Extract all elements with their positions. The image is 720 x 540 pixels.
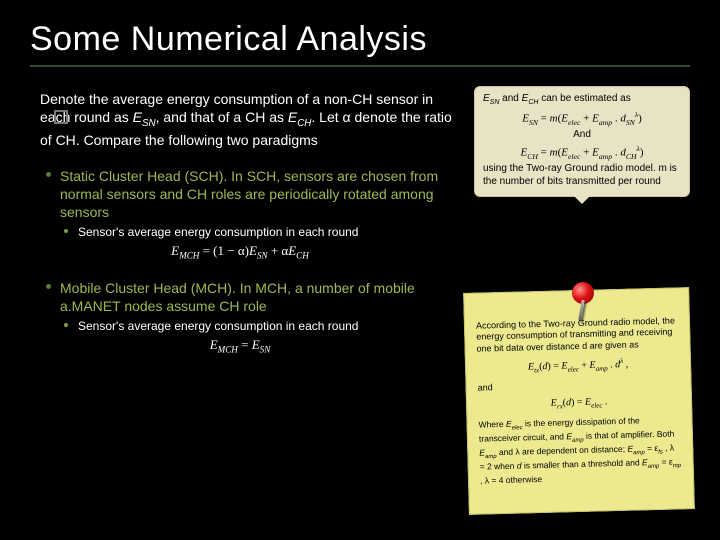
pushpin-icon <box>572 282 594 304</box>
bubble-line1: ESN and ECH can be estimated as <box>483 93 681 108</box>
body-content: Denote the average energy consumption of… <box>40 90 460 360</box>
bubble-formula-2: ECH = m(Eelec + Eamp . dCHλ) <box>483 144 681 161</box>
intro-paragraph: Denote the average energy consumption of… <box>40 90 460 149</box>
bubble-and-small: and <box>499 93 521 104</box>
sch-formula: EMCH = (1 − α)ESN + αECH <box>60 243 460 261</box>
sch-block: Static Cluster Head (SCH). In SCH, senso… <box>40 167 460 261</box>
slide: Some Numerical Analysis Denote the avera… <box>0 0 720 540</box>
page-title: Some Numerical Analysis <box>30 20 690 59</box>
intro-line-a: Denote the average energy consumption of… <box>40 91 320 107</box>
bullet-icon <box>46 172 51 177</box>
mch-sub: Sensor's average energy consumption in e… <box>60 319 460 335</box>
mch-heading: Mobile Cluster Head (MCH). In MCH, a num… <box>60 279 460 315</box>
note-p1: According to the Two-ray Ground radio mo… <box>476 315 679 354</box>
intro-line-c: , and that of a CH as <box>156 109 288 125</box>
sub-bullet-icon <box>64 323 68 327</box>
note-formula-1: Etx(d) = Eelec + Eamp . dλ , <box>477 355 679 376</box>
title-divider: Some Numerical Analysis <box>30 20 690 67</box>
note-formula-2: Erx(d) = Eelec . <box>478 394 680 413</box>
sticky-note: According to the Two-ray Ground radio mo… <box>463 287 695 515</box>
esn-sub: SN <box>142 118 156 129</box>
square-bullet-icon <box>54 110 68 124</box>
bullet-icon <box>46 284 51 289</box>
bubble-footer: using the Two-ray Ground radio model. m … <box>483 163 681 188</box>
mch-formula: EMCH = ESN <box>60 337 460 355</box>
mch-block: Mobile Cluster Head (MCH). In MCH, a num… <box>40 279 460 355</box>
ech-symbol: ECH <box>288 109 312 125</box>
callout-bubble: ESN and ECH can be estimated as ESN = m(… <box>474 86 690 197</box>
sch-sub-text: Sensor's average energy consumption in e… <box>78 225 358 239</box>
sch-heading: Static Cluster Head (SCH). In SCH, senso… <box>60 167 460 222</box>
note-and: and <box>477 377 679 394</box>
bubble-formula-1: ESN = m(Eelec + Eamp . dSNλ) <box>483 110 681 127</box>
ech-e: E <box>288 109 297 125</box>
esn-e: E <box>133 109 142 125</box>
bubble-and: And <box>483 129 681 142</box>
esn-symbol: ESN <box>133 109 156 125</box>
bubble-tail-text: can be estimated as <box>538 93 630 104</box>
ech-sub: CH <box>297 118 311 129</box>
sch-sub: Sensor's average energy consumption in e… <box>60 225 460 241</box>
mch-sub-text: Sensor's average energy consumption in e… <box>78 319 358 333</box>
note-p2: Where Eelec is the energy dissipation of… <box>478 414 682 486</box>
sub-bullet-icon <box>64 229 68 233</box>
